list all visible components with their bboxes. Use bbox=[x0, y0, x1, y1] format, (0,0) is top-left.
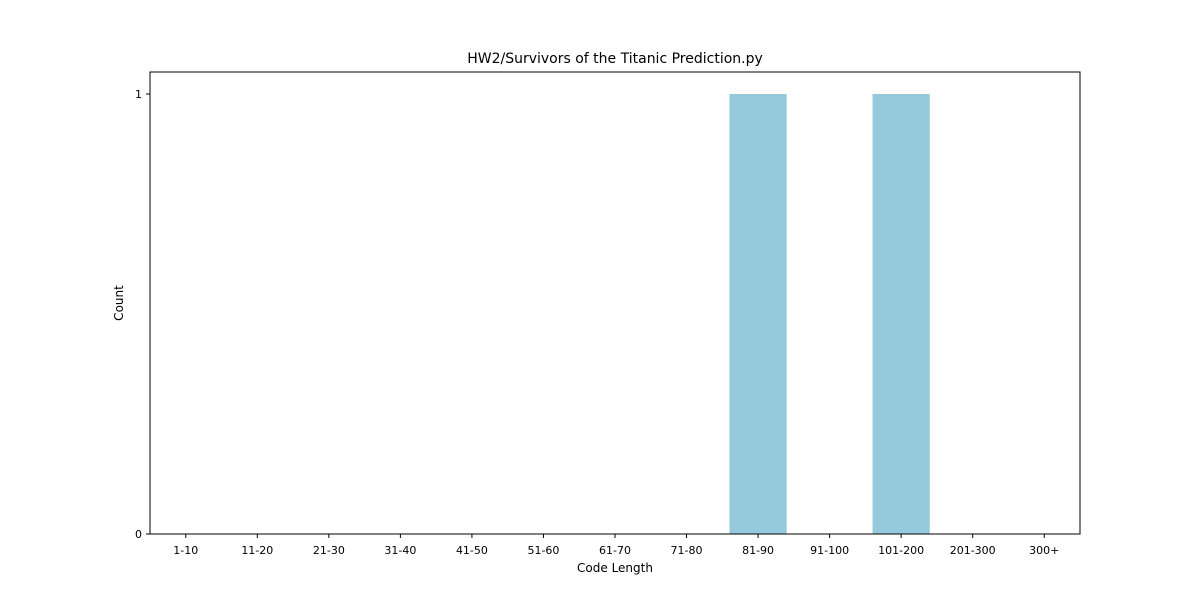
x-tick-label: 21-30 bbox=[313, 544, 345, 557]
y-tick-label: 0 bbox=[135, 528, 142, 541]
bar-81-90 bbox=[729, 94, 787, 534]
y-axis-label: Count bbox=[112, 285, 126, 321]
x-tick-label: 51-60 bbox=[527, 544, 559, 557]
x-tick-label: 91-100 bbox=[810, 544, 849, 557]
x-tick-label: 61-70 bbox=[599, 544, 631, 557]
chart-title: HW2/Survivors of the Titanic Prediction.… bbox=[467, 51, 763, 67]
x-tick-label: 31-40 bbox=[384, 544, 416, 557]
x-tick-label: 201-300 bbox=[950, 544, 996, 557]
x-tick-label: 71-80 bbox=[671, 544, 703, 557]
x-tick-label: 41-50 bbox=[456, 544, 488, 557]
x-axis-ticks: 1-10 11-20 21-30 31-40 41-50 51-60 61-70 71-80 8… bbox=[173, 534, 1059, 557]
plot-area-frame bbox=[149, 71, 1081, 535]
x-tick-label: 81-90 bbox=[742, 544, 774, 557]
x-tick-label: 11-20 bbox=[241, 544, 273, 557]
bars-group bbox=[729, 94, 930, 534]
x-tick-label: 300+ bbox=[1029, 544, 1059, 557]
x-tick-label: 101-200 bbox=[878, 544, 924, 557]
y-tick-label: 1 bbox=[135, 88, 142, 101]
x-tick-label: 1-10 bbox=[173, 544, 198, 557]
bar-101-200 bbox=[872, 94, 930, 534]
y-axis-ticks: 01 bbox=[135, 88, 150, 541]
x-axis-label: Code Length bbox=[577, 561, 653, 575]
